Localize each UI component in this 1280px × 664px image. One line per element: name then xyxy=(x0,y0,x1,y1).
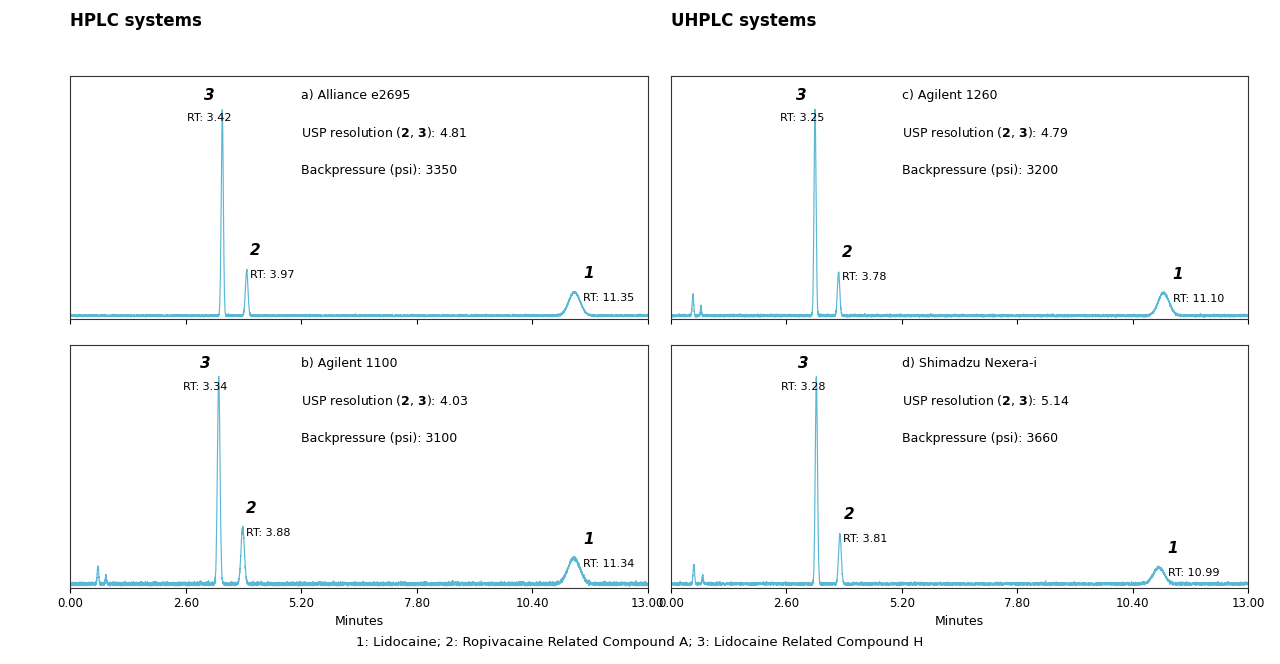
Text: 2: 2 xyxy=(842,245,852,260)
Text: RT: 3.97: RT: 3.97 xyxy=(251,270,294,280)
Text: RT: 3.28: RT: 3.28 xyxy=(781,382,826,392)
Text: RT: 3.25: RT: 3.25 xyxy=(780,114,824,124)
Text: 3: 3 xyxy=(796,88,806,103)
Text: Backpressure (psi): 3200: Backpressure (psi): 3200 xyxy=(901,164,1057,177)
Text: RT: 11.35: RT: 11.35 xyxy=(584,293,635,303)
Text: 2: 2 xyxy=(246,501,257,516)
Text: 2: 2 xyxy=(251,243,261,258)
Text: RT: 3.42: RT: 3.42 xyxy=(187,114,232,124)
Text: 1: 1 xyxy=(584,266,594,281)
Text: Backpressure (psi): 3100: Backpressure (psi): 3100 xyxy=(301,432,457,445)
Text: 2: 2 xyxy=(844,507,854,522)
Text: RT: 3.78: RT: 3.78 xyxy=(842,272,887,282)
Text: 1: 1 xyxy=(1172,267,1183,282)
Text: Backpressure (psi): 3350: Backpressure (psi): 3350 xyxy=(301,164,457,177)
Text: RT: 3.88: RT: 3.88 xyxy=(246,529,291,539)
X-axis label: Minutes: Minutes xyxy=(334,614,384,627)
Text: UHPLC systems: UHPLC systems xyxy=(671,12,817,30)
X-axis label: Minutes: Minutes xyxy=(934,614,984,627)
Text: c) Agilent 1260: c) Agilent 1260 xyxy=(901,88,997,102)
Text: USP resolution ($\mathbf{2}$, $\mathbf{3}$): 5.14: USP resolution ($\mathbf{2}$, $\mathbf{3… xyxy=(901,393,1069,408)
Text: 1: 1 xyxy=(582,532,594,546)
Text: a) Alliance e2695: a) Alliance e2695 xyxy=(301,88,411,102)
Text: RT: 10.99: RT: 10.99 xyxy=(1167,568,1219,578)
Text: 3: 3 xyxy=(200,357,211,371)
Text: 3: 3 xyxy=(204,88,214,103)
Text: RT: 11.10: RT: 11.10 xyxy=(1172,294,1224,304)
Text: HPLC systems: HPLC systems xyxy=(70,12,202,30)
Text: 1: Lidocaine; 2: Ropivacaine Related Compound A; 3: Lidocaine Related Compound H: 1: Lidocaine; 2: Ropivacaine Related Com… xyxy=(356,636,924,649)
Text: b) Agilent 1100: b) Agilent 1100 xyxy=(301,357,398,370)
Text: RT: 11.34: RT: 11.34 xyxy=(582,559,634,569)
Text: 3: 3 xyxy=(797,357,809,371)
Text: RT: 3.34: RT: 3.34 xyxy=(183,382,228,392)
Text: USP resolution ($\mathbf{2}$, $\mathbf{3}$): 4.03: USP resolution ($\mathbf{2}$, $\mathbf{3… xyxy=(301,393,468,408)
Text: USP resolution ($\mathbf{2}$, $\mathbf{3}$): 4.81: USP resolution ($\mathbf{2}$, $\mathbf{3… xyxy=(301,125,467,140)
Text: d) Shimadzu Nexera-i: d) Shimadzu Nexera-i xyxy=(901,357,1037,370)
Text: 1: 1 xyxy=(1167,541,1179,556)
Text: Backpressure (psi): 3660: Backpressure (psi): 3660 xyxy=(901,432,1057,445)
Text: USP resolution ($\mathbf{2}$, $\mathbf{3}$): 4.79: USP resolution ($\mathbf{2}$, $\mathbf{3… xyxy=(901,125,1068,140)
Text: RT: 3.81: RT: 3.81 xyxy=(844,535,888,544)
